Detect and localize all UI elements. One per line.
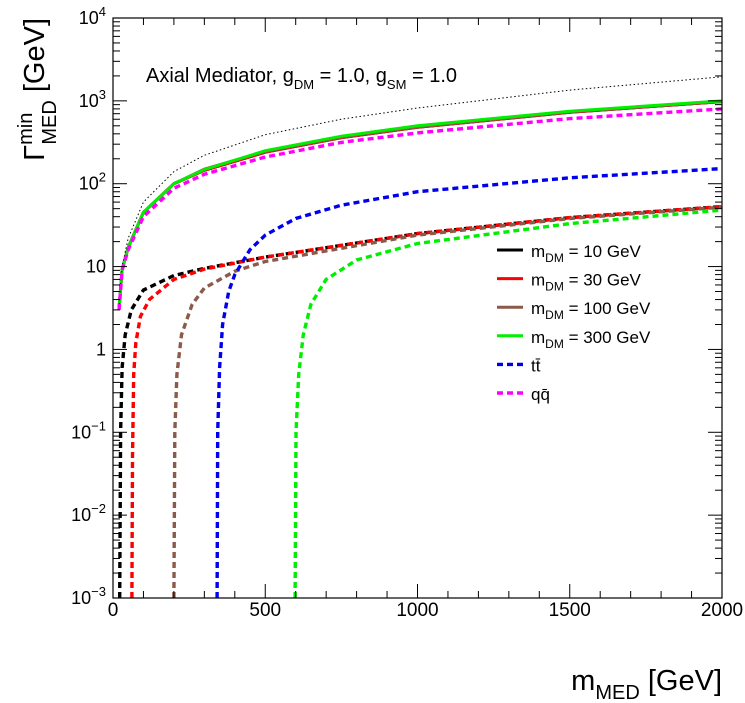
series-line-qqbar [117,107,722,311]
y-tick-label: 10 [86,257,106,277]
y-tick-label: 10−2 [71,501,106,525]
series-line-upper_bound [118,76,722,305]
series-group [117,76,722,598]
x-tick-label: 500 [249,600,281,621]
y-tick-label: 102 [79,170,106,194]
chart-title: Axial Mediator, gDM = 1.0, gSM = 1.0 [146,65,457,92]
legend-label: mDM = 300 GeV [531,328,651,351]
y-tick-label: 10−1 [71,418,106,442]
series-line-dm_100 [172,205,722,598]
x-axis: 0 500 1000 1500 2000 [108,18,743,621]
legend: mDM = 10 GeV mDM = 30 GeV mDM = 100 GeV mDM… [497,242,651,404]
y-tick-label: 103 [79,87,106,111]
legend-label: qq̄ [531,385,550,404]
x-tick-label: 1500 [549,600,591,621]
series-line-dm_300 [293,208,722,598]
y-tick-label: 1 [96,339,106,359]
legend-label: mDM = 100 GeV [531,299,651,322]
y-tick-label: 10−3 [71,584,106,608]
legend-label: mDM = 10 GeV [531,242,642,265]
x-axis-label: mMED [GeV] [571,665,722,703]
y-axis-label: Γmin MED [GeV] [15,18,61,161]
y-tick-label: 104 [79,4,106,28]
x-tick-label: 2000 [701,600,743,621]
series-line-ttbar [215,166,722,598]
legend-label: mDM = 30 GeV [531,271,642,294]
x-tick-label: 0 [108,600,119,621]
legend-label: tt̄ [531,356,541,375]
x-tick-label: 1000 [396,600,438,621]
